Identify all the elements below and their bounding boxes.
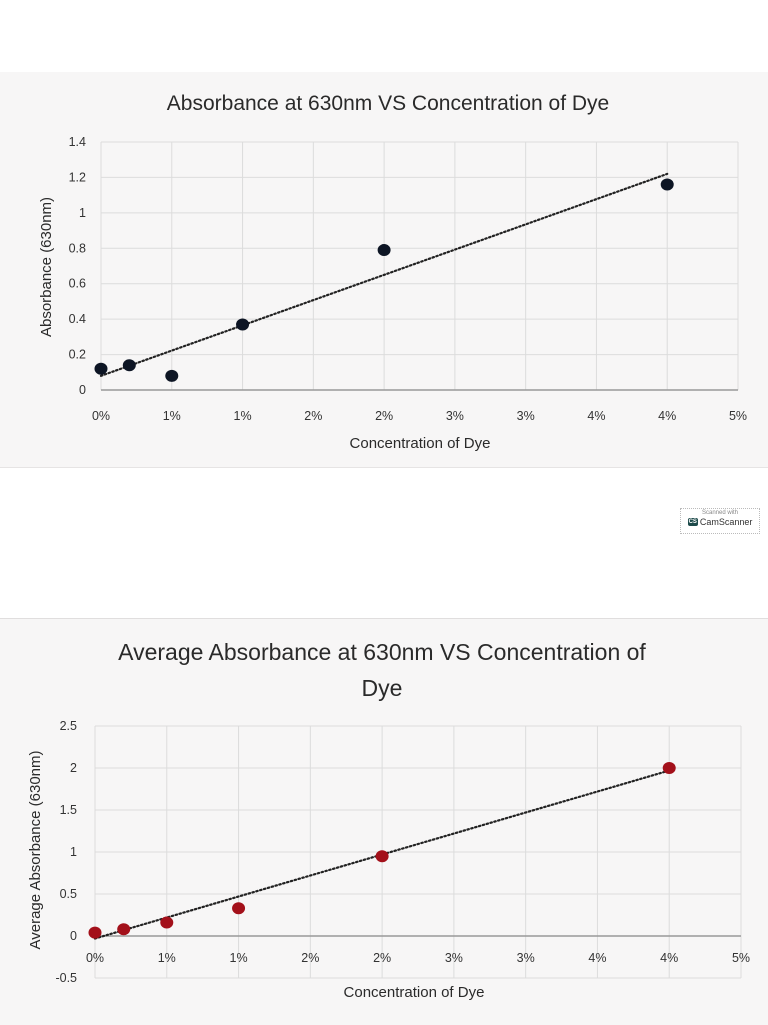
data-point — [117, 923, 131, 936]
data-point — [165, 369, 179, 382]
data-point — [662, 762, 676, 774]
y-tick-label: 1 — [79, 206, 86, 220]
chart-title: Absorbance at 630nm VS Concentration of … — [167, 92, 609, 115]
x-tick-label: 1% — [163, 409, 181, 423]
y-tick-label: 0.2 — [69, 348, 86, 362]
y-tick-label: 1.5 — [60, 803, 77, 817]
x-tick-label: 0% — [86, 951, 104, 965]
y-tick-label: 1 — [70, 845, 77, 859]
y-axis-title: Average Absorbance (630nm) — [27, 750, 44, 949]
y-tick-label: 0.4 — [69, 312, 86, 326]
y-tick-label: 0 — [70, 929, 77, 943]
x-tick-label: 4% — [587, 409, 605, 423]
y-tick-label: -0.5 — [55, 971, 77, 985]
y-tick-label: 0.5 — [60, 887, 77, 901]
watermark-caption: Scanned with — [701, 510, 739, 516]
trendline — [99, 172, 669, 377]
camscanner-logo-icon: CS — [687, 518, 698, 526]
data-point — [375, 850, 389, 863]
watermark-brand: CamScanner — [699, 517, 753, 527]
y-tick-label: 0.6 — [69, 277, 86, 291]
x-axis-title: Concentration of Dye — [344, 984, 485, 1001]
x-tick-label: 3% — [445, 951, 463, 965]
chart-title-line2: Dye — [362, 675, 403, 701]
x-tick-label: 4% — [588, 951, 606, 965]
x-tick-label: 0% — [92, 409, 110, 423]
data-point — [160, 916, 174, 929]
x-tick-label: 1% — [158, 951, 176, 965]
y-tick-label: 0 — [79, 383, 86, 397]
x-tick-label: 3% — [446, 409, 464, 423]
data-point — [232, 902, 246, 915]
scanned-page-chart-2 — [0, 618, 768, 1025]
x-tick-label: 2% — [301, 951, 319, 965]
x-tick-label: 3% — [517, 409, 535, 423]
y-tick-label: 2 — [70, 761, 77, 775]
data-point — [94, 362, 108, 375]
x-tick-label: 2% — [375, 409, 393, 423]
data-point — [88, 926, 102, 939]
x-tick-label: 4% — [658, 409, 676, 423]
data-point — [377, 244, 391, 257]
y-axis-title: Absorbance (630nm) — [38, 197, 55, 337]
x-tick-label: 1% — [234, 409, 252, 423]
x-tick-label: 1% — [230, 951, 248, 965]
data-point — [122, 359, 136, 372]
data-point — [660, 178, 674, 191]
chart-title: Average Absorbance at 630nm VS Concentra… — [118, 639, 646, 665]
y-tick-label: 1.2 — [69, 170, 86, 184]
camscanner-watermark: Scanned with CS CamScanner — [680, 508, 760, 534]
x-tick-label: 5% — [729, 409, 747, 423]
x-tick-label: 5% — [732, 951, 750, 965]
y-tick-label: 2.5 — [60, 719, 77, 733]
x-axis-title: Concentration of Dye — [350, 435, 491, 452]
x-tick-label: 2% — [373, 951, 391, 965]
data-point — [236, 318, 250, 331]
x-tick-label: 4% — [660, 951, 678, 965]
x-tick-label: 2% — [304, 409, 322, 423]
y-tick-label: 1.4 — [69, 135, 86, 149]
x-tick-label: 3% — [517, 951, 535, 965]
y-tick-label: 0.8 — [69, 241, 86, 255]
